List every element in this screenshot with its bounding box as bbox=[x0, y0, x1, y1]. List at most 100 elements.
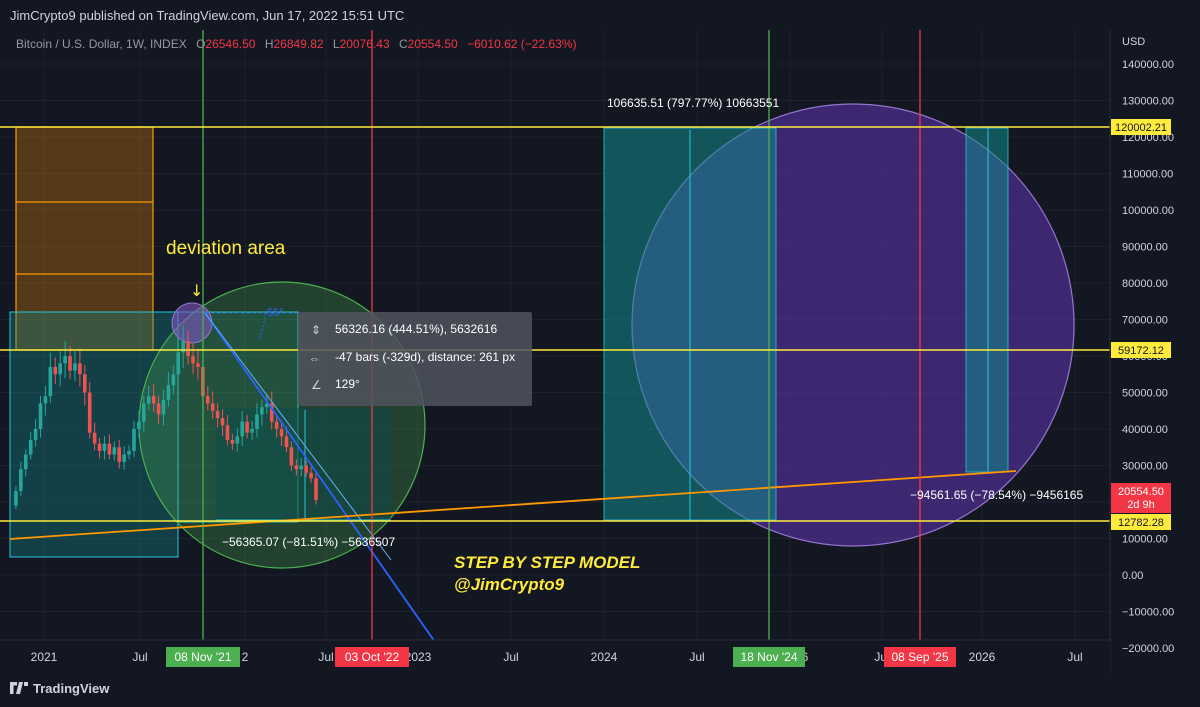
measure-box bbox=[298, 312, 532, 406]
candle bbox=[161, 399, 166, 415]
y-tick-label: 70000.00 bbox=[1122, 315, 1168, 327]
candle bbox=[250, 429, 254, 433]
candle bbox=[107, 443, 112, 455]
legend-low: 20076.43 bbox=[339, 37, 390, 51]
measure-line1: 56326.16 (444.51%), 5632616 bbox=[335, 322, 497, 336]
blue-trendline-1 bbox=[204, 312, 436, 643]
measure-icon-bars: ⇔ bbox=[309, 353, 320, 365]
legend-open-label: O bbox=[196, 37, 206, 51]
candle bbox=[122, 454, 126, 462]
price-label-120002-box bbox=[1111, 119, 1171, 135]
candle bbox=[19, 469, 23, 492]
y-tick-label: 140000.00 bbox=[1122, 59, 1174, 71]
date-label-nov-24: 18 Nov '24 bbox=[741, 650, 798, 664]
candle bbox=[112, 447, 117, 455]
measure-icon-angle: ∠ bbox=[311, 378, 322, 392]
price-label-12782: 12782.28 bbox=[1118, 517, 1164, 529]
measure-line2: -47 bars (-329d), distance: 261 px bbox=[335, 350, 515, 364]
price-label-close: 20554.50 bbox=[1118, 486, 1164, 498]
x-tick-2: 2 bbox=[242, 650, 249, 664]
candle bbox=[260, 407, 264, 415]
range-top-label: 106635.51 (797.77%) 10663551 bbox=[607, 96, 779, 110]
candle bbox=[48, 366, 53, 397]
candle bbox=[43, 396, 48, 404]
y-axis-unit: USD bbox=[1122, 36, 1145, 48]
y-tick-label: 50000.00 bbox=[1122, 388, 1168, 400]
candle bbox=[171, 374, 176, 386]
candle bbox=[102, 443, 107, 451]
orange-trendline bbox=[9, 470, 1017, 540]
model-author: @JimCrypto9 bbox=[454, 575, 565, 594]
y-tick-label: 10000.00 bbox=[1122, 534, 1168, 546]
measure-line3: 129° bbox=[335, 377, 360, 391]
candle bbox=[117, 447, 122, 462]
range-zone-left bbox=[216, 408, 391, 520]
candle bbox=[196, 363, 200, 367]
angle-arc bbox=[257, 312, 266, 341]
candle bbox=[240, 421, 245, 437]
candle bbox=[181, 341, 185, 353]
legend-close-label: C bbox=[398, 37, 408, 51]
candle bbox=[78, 363, 82, 375]
x-tick-jul-22: Jul bbox=[318, 650, 333, 664]
candle bbox=[294, 465, 299, 470]
date-label-sep-25-box bbox=[884, 647, 956, 667]
candle bbox=[87, 392, 92, 433]
candle bbox=[230, 439, 235, 444]
candle bbox=[210, 403, 215, 411]
range-left-label: −56365.07 (−81.51%) −5636507 bbox=[222, 535, 395, 549]
candle bbox=[73, 363, 77, 371]
x-tick-jul-26: Jul bbox=[1067, 650, 1082, 664]
y-tick-label: 110000.00 bbox=[1122, 169, 1173, 181]
date-label-nov-24-box bbox=[733, 647, 805, 667]
x-tick-6: 6 bbox=[802, 650, 809, 664]
candle bbox=[225, 425, 230, 440]
orange-box bbox=[15, 126, 154, 351]
y-tick-label: 0.00 bbox=[1122, 570, 1143, 582]
price-chart[interactable]: ⇕ 56326.16 (444.51%), 5632616 ⇔ -47 bars… bbox=[0, 30, 1200, 673]
y-tick-label: 80000.00 bbox=[1122, 278, 1168, 290]
price-label-59172-box bbox=[1111, 342, 1171, 358]
deviation-circle bbox=[171, 302, 213, 344]
candle bbox=[220, 418, 225, 426]
candle bbox=[299, 465, 304, 470]
candle bbox=[255, 414, 259, 429]
date-label-nov-21: 08 Nov '21 bbox=[175, 650, 232, 664]
price-label-close-box bbox=[1111, 483, 1171, 513]
candle bbox=[151, 396, 156, 404]
legend-change: −6010.62 (−22.63%) bbox=[467, 37, 577, 51]
range-right-label: −94561.65 (−78.54%) −9456165 bbox=[910, 488, 1083, 502]
candle bbox=[137, 421, 141, 429]
candle bbox=[235, 436, 240, 444]
tradingview-logo[interactable]: TradingView bbox=[10, 681, 109, 696]
deviation-arrow-icon: ↓ bbox=[190, 281, 203, 300]
publish-bar: JimCrypto9 published on TradingView.com,… bbox=[0, 0, 1200, 30]
footer: TradingView bbox=[0, 673, 1200, 707]
candle bbox=[23, 454, 28, 470]
date-label-nov-21-box bbox=[166, 647, 240, 667]
price-label-12782-box bbox=[1111, 514, 1171, 530]
y-tick-label: 100000.00 bbox=[1122, 205, 1174, 217]
x-tick-2024: 2024 bbox=[591, 650, 618, 664]
candle bbox=[289, 447, 294, 466]
candle bbox=[132, 429, 136, 451]
candle bbox=[58, 363, 62, 375]
teal-zone-far-right bbox=[965, 127, 1009, 473]
model-title: STEP BY STEP MODEL bbox=[454, 553, 640, 572]
y-tick-label: 40000.00 bbox=[1122, 424, 1168, 436]
x-tick-jul-21: Jul bbox=[132, 650, 147, 664]
publish-info: JimCrypto9 published on TradingView.com,… bbox=[10, 8, 405, 23]
price-label-countdown: 2d 9h bbox=[1127, 499, 1155, 511]
y-tick-label: 90000.00 bbox=[1122, 242, 1168, 254]
candle bbox=[97, 443, 102, 451]
candle bbox=[28, 439, 33, 455]
measure-icon-price: ⇕ bbox=[311, 323, 321, 337]
blue-trendline-2 bbox=[204, 312, 392, 561]
angle-label: 55° bbox=[267, 307, 284, 319]
candle bbox=[142, 403, 146, 422]
candle bbox=[309, 472, 313, 479]
candle bbox=[33, 429, 38, 440]
candle bbox=[176, 352, 181, 375]
candle bbox=[127, 450, 131, 455]
deviation-label: deviation area bbox=[166, 238, 286, 259]
